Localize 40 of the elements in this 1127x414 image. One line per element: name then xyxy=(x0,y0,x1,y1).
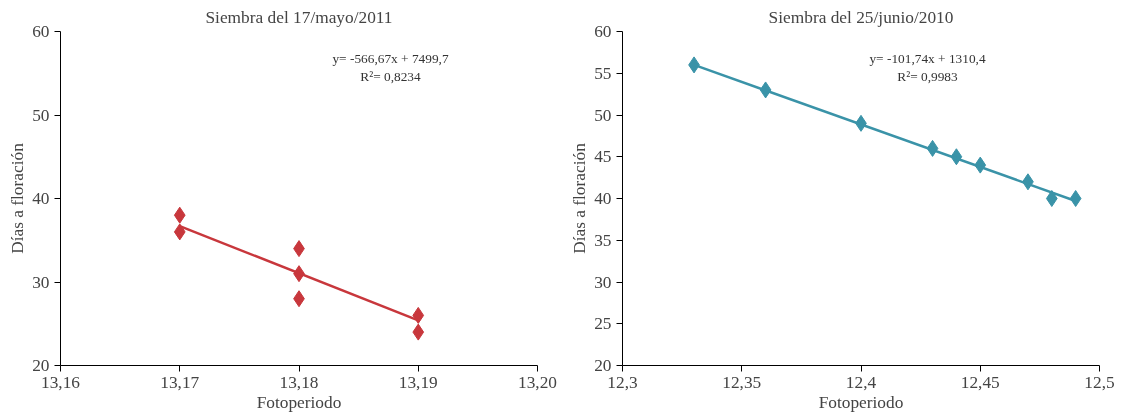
x-axis-title: Fotoperiodo xyxy=(818,392,904,412)
x-tick-label: 13,18 xyxy=(279,372,319,392)
annotation: y= -101,74x + 1310,4 xyxy=(869,50,986,66)
point xyxy=(412,323,425,341)
y-tick-label: 20 xyxy=(594,356,612,375)
annotation: R²= 0,8234 xyxy=(360,68,422,84)
x-tick-label: 12,35 xyxy=(722,372,762,392)
x-tick-label: 12,4 xyxy=(845,372,877,392)
x-tick-label: 12,45 xyxy=(960,372,1000,392)
y-tick-label: 45 xyxy=(594,147,612,167)
y-tick-label: 20 xyxy=(32,356,50,375)
y-tick-label: 50 xyxy=(32,105,50,125)
x-tick-label: 13,20 xyxy=(518,372,558,392)
x-axis-title: Fotoperiodo xyxy=(256,392,342,412)
x-tick-label: 13,19 xyxy=(398,372,438,392)
y-tick-label: 60 xyxy=(32,22,50,41)
chart-title: Siembra del 25/junio/2010 xyxy=(768,7,954,27)
point xyxy=(1069,190,1082,207)
annotation: y= -566,67x + 7499,7 xyxy=(332,50,449,66)
y-tick-label: 30 xyxy=(594,272,612,292)
y-tick-label: 60 xyxy=(594,22,612,41)
y-axis-title: Días a floración xyxy=(8,142,28,254)
y-tick-label: 50 xyxy=(594,105,612,125)
y-tick-label: 25 xyxy=(594,314,612,334)
y-tick-label: 40 xyxy=(32,189,50,208)
x-tick-label: 13,16 xyxy=(41,372,81,392)
y-tick-label: 55 xyxy=(594,63,612,83)
point xyxy=(173,206,186,224)
point xyxy=(173,223,186,241)
y-axis-title: Días a floración xyxy=(570,142,590,254)
point xyxy=(1045,190,1058,207)
y-tick-label: 35 xyxy=(594,230,612,250)
y-tick-label: 30 xyxy=(32,272,50,292)
y-tick-label: 40 xyxy=(594,189,612,208)
x-tick-label: 13,17 xyxy=(160,372,200,392)
point xyxy=(412,306,425,324)
x-tick-label: 12,3 xyxy=(607,372,638,392)
chart-title: Siembra del 17/mayo/2011 xyxy=(205,7,393,27)
x-tick-label: 12,5 xyxy=(1084,372,1115,392)
annotation: R²= 0,9983 xyxy=(897,68,959,84)
